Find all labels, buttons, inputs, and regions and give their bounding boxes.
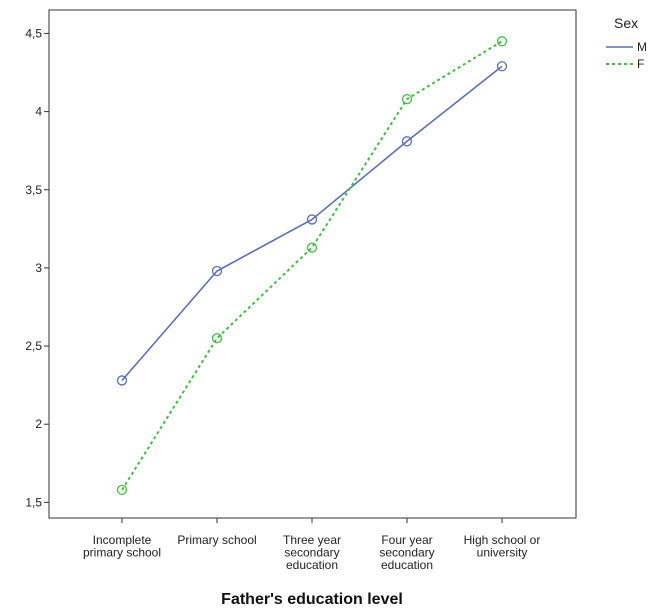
- x-tick-label: Incomplete primary school: [83, 533, 161, 560]
- x-axis-label: Father's education level: [221, 591, 403, 608]
- x-axis: Incomplete primary school Primary school Th…: [83, 518, 540, 572]
- y-axis: 1,5 2 2,5 3 3,5 4 4,5: [25, 26, 49, 509]
- y-tick-label: 4,5: [25, 26, 42, 40]
- legend: Sex MF: [606, 15, 647, 71]
- series-line-F: [121, 40, 503, 491]
- data-point-M: [116, 375, 128, 386]
- plot-area: [48, 9, 577, 519]
- y-tick-label: 2,5: [25, 339, 42, 353]
- y-tick-label: 3,5: [25, 183, 42, 197]
- x-tick-label: High school or university: [464, 533, 541, 560]
- legend-title: Sex: [614, 15, 638, 31]
- legend-label-M: M: [637, 40, 647, 54]
- data-point-M: [496, 61, 508, 72]
- series-line-M: [121, 65, 503, 381]
- x-tick-label: Three year secondary education: [283, 533, 341, 572]
- data-point-M: [306, 214, 318, 225]
- data-point-F: [116, 484, 128, 496]
- y-tick-label: 4: [35, 105, 42, 119]
- y-tick-label: 1,5: [25, 495, 42, 509]
- x-tick-label: Four year secondary education: [379, 533, 434, 572]
- x-tick-label: Primary school: [177, 533, 256, 547]
- data-point-F: [401, 93, 413, 105]
- series-layer: [116, 36, 508, 496]
- y-tick-label: 2: [35, 417, 42, 431]
- legend-label-F: F: [637, 57, 644, 71]
- data-point-F: [496, 36, 508, 47]
- data-point-M: [211, 265, 223, 277]
- data-point-F: [306, 242, 318, 253]
- data-point-M: [401, 136, 413, 147]
- data-point-F: [211, 333, 223, 344]
- y-tick-label: 3: [35, 261, 42, 275]
